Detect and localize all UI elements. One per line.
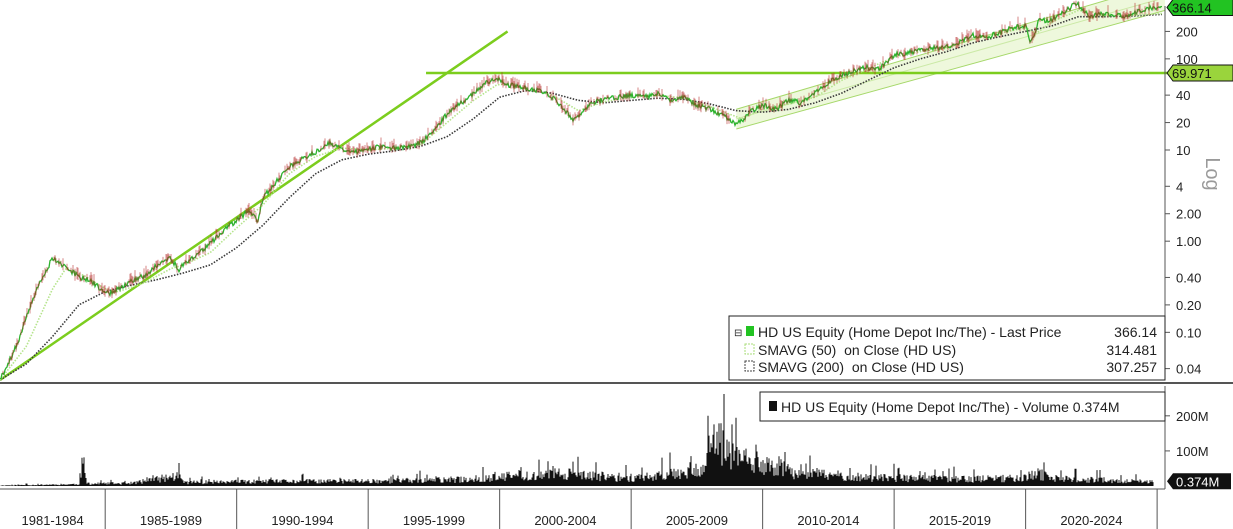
- last-price-series: [0, 0, 1163, 380]
- x-period-label: 2000-2004: [534, 513, 596, 528]
- price-y-axis: 200 100 40 20 10 4 2.00 1.00 0.40 0.20 0.10 0.04: [1164, 6, 1201, 380]
- price-y-tick-label: 100: [1176, 52, 1198, 67]
- legend-label-sma-200: SMAVG (200) on Close (HD US): [758, 359, 964, 375]
- price-y-tick-label: 20: [1176, 116, 1190, 131]
- price-y-tick-label: 10: [1176, 143, 1190, 158]
- channel-fill: [736, 0, 1165, 130]
- legend-value-last-price: 366.14: [1114, 324, 1157, 340]
- legend-value-sma-200: 307.257: [1106, 359, 1157, 375]
- volume-legend: HD US Equity (Home Depot Inc/The) - Volu…: [759, 391, 1166, 422]
- x-period-label: 1981-1984: [22, 513, 84, 528]
- legend-label-sma-50: SMAVG (50) on Close (HD US): [758, 342, 956, 358]
- legend-swatch-sma-50: [744, 343, 755, 355]
- volume-tag-value: 0.374M: [1176, 474, 1219, 489]
- level-tag: 69.971: [1166, 64, 1233, 82]
- price-y-tick-label: 1.00: [1176, 234, 1201, 249]
- price-legend-box: [728, 315, 1166, 381]
- volume-legend-box: [759, 391, 1166, 422]
- legend-value-sma-50: 314.481: [1106, 342, 1157, 358]
- price-y-tick-label: 200: [1176, 24, 1198, 39]
- legend-volume-value: 0.374M: [1073, 399, 1120, 415]
- price-y-tick-label: 40: [1176, 88, 1190, 103]
- price-panel: 200 100 40 20 10 4 2.00 1.00 0.40 0.20 0.10 0.04 Lo…: [0, 0, 1233, 382]
- price-legend: ⊟ HD US Equity (Home Depot Inc/The) - La…: [728, 315, 1166, 381]
- legend-label-last-price: HD US Equity (Home Depot Inc/The) - Last…: [758, 324, 1062, 340]
- y-axis-label: Log: [1201, 157, 1223, 190]
- x-period-label: 2010-2014: [797, 513, 859, 528]
- x-period-label: 2005-2009: [666, 513, 728, 528]
- volume-y-tick-label: 200M: [1176, 409, 1209, 424]
- legend-label-volume: HD US Equity (Home Depot Inc/The) - Volu…: [781, 399, 1119, 415]
- last-price-tag: 366.14: [1166, 0, 1233, 16]
- volume-y-tick-label: 100M: [1176, 444, 1209, 459]
- x-period-label: 1985-1989: [140, 513, 202, 528]
- price-y-tick-label: 0.40: [1176, 270, 1201, 285]
- legend-swatch-last-price: [746, 326, 754, 336]
- volume-bars-path[interactable]: [0, 394, 1154, 486]
- volume-panel: 200M 100M 0.374M HD US Equity (Home Depot…: [0, 386, 1231, 490]
- level-tag-value: 69.971: [1172, 66, 1212, 81]
- channel-lower-line[interactable]: [736, 9, 1166, 130]
- x-period-label: 2015-2019: [929, 513, 991, 528]
- price-y-tick-label: 0.20: [1176, 298, 1201, 313]
- legend-volume-name: HD US Equity (Home Depot Inc/The) - Volu…: [781, 399, 1069, 415]
- trendlines: [0, 30, 1169, 382]
- volume-bars: [0, 394, 1154, 486]
- x-period-label: 1990-1994: [271, 513, 333, 528]
- legend-swatch-volume: [769, 401, 777, 411]
- price-y-tick-label: 4: [1176, 179, 1183, 194]
- x-period-label: 2020-2024: [1060, 513, 1122, 528]
- x-axis: 1981-1984 1985-1989 1990-1994 1995-1999 2000…: [0, 488, 1165, 529]
- price-down-wicks: [2, 0, 1159, 375]
- support-trendline[interactable]: [0, 30, 509, 382]
- price-y-tick-label: 0.04: [1176, 362, 1201, 377]
- price-y-tick-label: 0.10: [1176, 325, 1201, 340]
- x-period-label: 1995-1999: [403, 513, 465, 528]
- legend-collapse-icon[interactable]: ⊟: [734, 328, 742, 339]
- last-price-tag-value: 366.14: [1172, 0, 1212, 15]
- price-y-tick-label: 2.00: [1176, 207, 1201, 222]
- volume-tag: 0.374M: [1167, 473, 1231, 490]
- legend-swatch-sma-200: [744, 360, 755, 372]
